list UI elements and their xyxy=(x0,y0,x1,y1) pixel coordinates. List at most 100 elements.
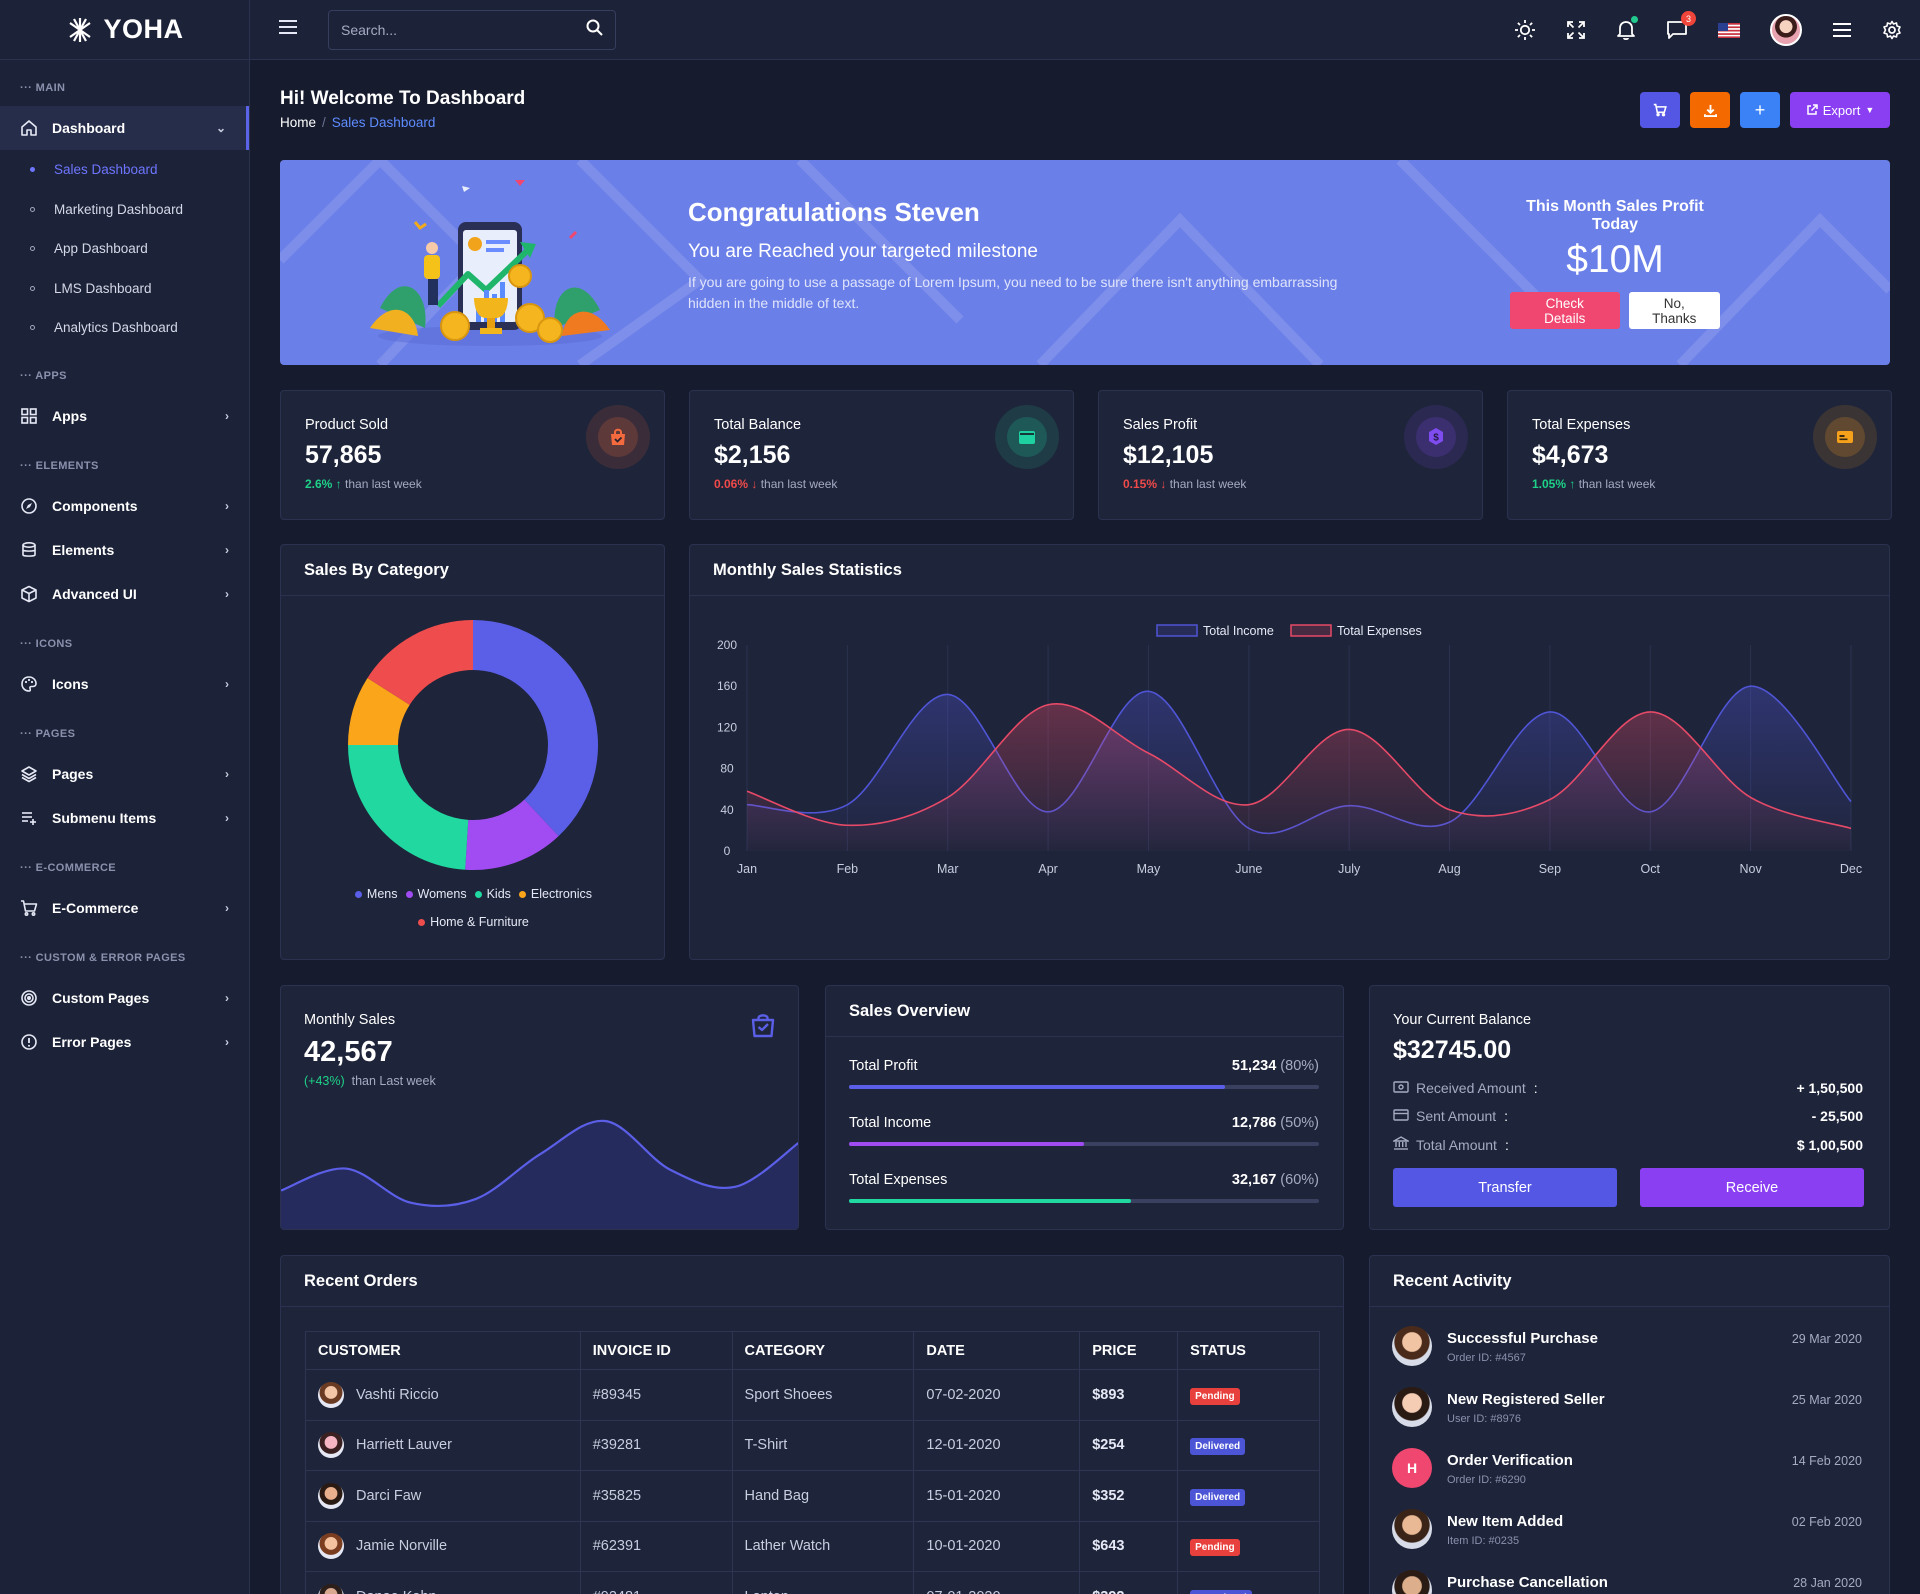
table-row[interactable]: Jamie Norville #62391 Lather Watch 10-01-20… xyxy=(305,1520,1320,1572)
cell-category: Hand Bag xyxy=(731,1470,915,1522)
stat-label: Sales Profit xyxy=(1123,417,1198,433)
legend-item[interactable]: Mens xyxy=(354,887,398,901)
sidebar-sub-label: Marketing Dashboard xyxy=(54,201,184,217)
activity-item[interactable]: New Item Added Item ID: #0235 02 Feb 2020 xyxy=(1392,1509,1862,1557)
sidebar-item-pages[interactable]: Pages › xyxy=(0,752,249,796)
legend-item[interactable]: Womens xyxy=(405,887,467,901)
sidebar-item-dashboard[interactable]: Dashboard ⌄ xyxy=(0,106,249,150)
menu-lines-icon[interactable] xyxy=(1832,22,1852,38)
donut-slice-womens[interactable] xyxy=(465,799,559,870)
stat-label: Product Sold xyxy=(305,417,389,433)
sidebar-item-advanced-ui[interactable]: Advanced UI › xyxy=(0,572,249,616)
export-button[interactable]: Export ▼ xyxy=(1790,92,1890,128)
breadcrumb-home[interactable]: Home xyxy=(280,115,317,130)
table-row[interactable]: Harriett Lauver #39281 T-Shirt 12-01-2020 $2… xyxy=(305,1419,1320,1471)
nav-section-main: ··· MAIN xyxy=(20,82,66,94)
page-title: Hi! Welcome To Dashboard xyxy=(280,88,526,109)
activity-item[interactable]: Successful Purchase Order ID: #4567 29 Mar… xyxy=(1392,1326,1862,1374)
sidebar-item-ecommerce[interactable]: E-Commerce › xyxy=(0,886,249,930)
sidebar-item-label: Custom Pages xyxy=(52,989,150,1006)
top-icons: 3 xyxy=(1499,0,1920,60)
bullet-icon xyxy=(30,167,35,173)
customer-name: Harriett Lauver xyxy=(356,1437,452,1454)
legend-item[interactable]: Home & Furniture xyxy=(418,915,529,929)
user-avatar[interactable] xyxy=(1770,14,1802,46)
column-header[interactable]: CATEGORY xyxy=(731,1331,915,1370)
cell-status: Pending xyxy=(1177,1369,1320,1421)
sidebar-item-error-pages[interactable]: Error Pages › xyxy=(0,1020,249,1064)
column-header[interactable]: INVOICE ID xyxy=(579,1331,733,1370)
legend-swatch[interactable] xyxy=(1290,624,1332,637)
no-thanks-button[interactable]: No, Thanks xyxy=(1628,292,1720,329)
money-icon xyxy=(1393,1080,1409,1096)
cell-date: 10-01-2020 xyxy=(913,1520,1081,1572)
sidebar-sub-label: LMS Dashboard xyxy=(54,280,152,296)
donut-slice-mens[interactable] xyxy=(473,620,599,837)
message-icon[interactable]: 3 xyxy=(1666,11,1696,40)
us-flag-icon[interactable] xyxy=(1718,22,1740,38)
monthly-sales-value: 42,567 xyxy=(304,1036,393,1068)
palette-icon xyxy=(20,675,42,693)
sidebar-item-elements[interactable]: Elements › xyxy=(0,528,249,572)
status-badge: Pending xyxy=(1190,1539,1240,1557)
overview-row: Total Expenses 32,167 (60%) xyxy=(849,1172,1319,1203)
table-row[interactable]: Darci Faw #35825 Hand Bag 15-01-2020 $352 Del… xyxy=(305,1470,1320,1522)
search-input[interactable] xyxy=(341,21,561,38)
x-tick-label: Aug xyxy=(1438,862,1460,876)
activity-item[interactable]: New Registered Seller User ID: #8976 25 Ma… xyxy=(1392,1387,1862,1435)
customer-wrap: Darci Faw xyxy=(318,1482,580,1509)
settings-gear-icon[interactable] xyxy=(1882,20,1902,40)
sidebar-item-apps[interactable]: Apps › xyxy=(0,394,249,438)
column-header[interactable]: DATE xyxy=(913,1331,1081,1370)
series-line-total-expenses[interactable] xyxy=(746,703,1852,830)
receive-button[interactable]: Receive xyxy=(1640,1168,1864,1207)
legend-dot xyxy=(354,890,362,898)
activity-item[interactable]: Purchase Cancellation 28 Jan 2020 xyxy=(1392,1570,1862,1594)
cell-invoice: #35825 xyxy=(579,1470,733,1522)
activity-title: Purchase Cancellation xyxy=(1447,1574,1608,1591)
donut-slice-kids[interactable] xyxy=(348,745,469,870)
hamburger-menu-icon[interactable] xyxy=(278,19,298,40)
legend-label: Mens xyxy=(366,887,398,901)
column-header[interactable]: STATUS xyxy=(1177,1331,1320,1370)
sidebar-item-icons[interactable]: Icons › xyxy=(0,662,249,706)
nav-section-custom: ··· CUSTOM & ERROR PAGES xyxy=(20,951,186,964)
sparkline-area xyxy=(281,1120,798,1229)
sidebar-item-submenu[interactable]: Submenu Items › xyxy=(0,796,249,840)
donut-slice-electronics[interactable] xyxy=(348,678,410,745)
theme-sun-icon[interactable] xyxy=(1514,19,1536,41)
legend-item[interactable]: Kids xyxy=(474,887,511,901)
column-header[interactable]: CUSTOMER xyxy=(305,1331,581,1370)
sidebar-sub-lms-dashboard[interactable]: LMS Dashboard xyxy=(0,269,249,309)
donut-slice-home-furniture[interactable] xyxy=(367,620,473,705)
legend-swatch[interactable] xyxy=(1156,624,1198,637)
trend-note: than Last week xyxy=(351,1074,436,1088)
activity-title: New Item Added xyxy=(1447,1513,1564,1530)
sidebar-sub-sales-dashboard[interactable]: Sales Dashboard xyxy=(0,150,249,190)
sidebar-sub-analytics-dashboard[interactable]: Analytics Dashboard xyxy=(0,308,249,348)
svg-text:$: $ xyxy=(1433,433,1439,444)
chevron-right-icon: › xyxy=(225,810,229,825)
fullscreen-icon[interactable] xyxy=(1566,20,1586,40)
sidebar-item-custom-pages[interactable]: Custom Pages › xyxy=(0,976,249,1020)
sidebar-item-components[interactable]: Components › xyxy=(0,484,249,528)
table-row[interactable]: Danae Kahn #92481Laptop07-01-2020$392 Comp… xyxy=(305,1571,1320,1594)
overview-amount: 32,167 xyxy=(1231,1172,1277,1188)
bell-icon[interactable] xyxy=(1616,16,1638,41)
cart-button[interactable] xyxy=(1640,92,1680,128)
sidebar-sub-marketing-dashboard[interactable]: Marketing Dashboard xyxy=(0,190,249,230)
check-details-button[interactable]: Check Details xyxy=(1510,292,1620,329)
column-header[interactable]: PRICE xyxy=(1079,1331,1179,1370)
app-logo[interactable]: YOHA xyxy=(0,0,249,60)
search-icon[interactable] xyxy=(586,19,603,41)
activity-item[interactable]: H Order Verification Order ID: #6290 14 Feb… xyxy=(1392,1448,1862,1496)
activity-date: 14 Feb 2020 xyxy=(1791,1454,1862,1468)
table-row[interactable]: Vashti Riccio #89345 Sport Shoees 07-02-202… xyxy=(305,1369,1320,1421)
activity-title: Order Verification xyxy=(1447,1452,1573,1469)
cell-price: $254 xyxy=(1079,1419,1179,1471)
legend-item[interactable]: Electronics xyxy=(518,887,592,901)
download-button[interactable] xyxy=(1690,92,1730,128)
transfer-button[interactable]: Transfer xyxy=(1393,1168,1617,1207)
sidebar-sub-app-dashboard[interactable]: App Dashboard xyxy=(0,229,249,269)
add-button[interactable]: + xyxy=(1740,92,1780,128)
